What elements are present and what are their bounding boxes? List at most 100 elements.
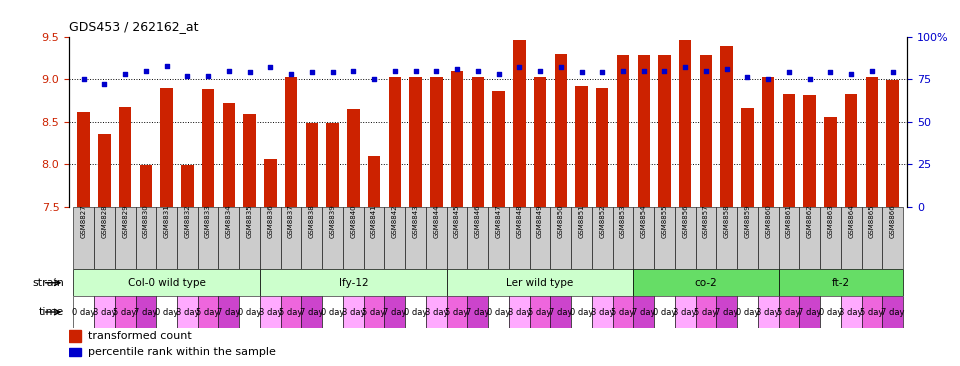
Point [533, 68, 548, 74]
Bar [323, 296, 343, 328]
Bar [451, 71, 464, 207]
Point [324, 70, 340, 75]
Text: GSM8862: GSM8862 [806, 204, 813, 238]
Bar [139, 165, 152, 207]
Text: 7 day: 7 day [798, 307, 822, 317]
Text: 7 day: 7 day [549, 307, 572, 317]
Bar [219, 207, 239, 269]
Point [719, 66, 734, 72]
Bar [550, 207, 571, 269]
Point [823, 70, 838, 75]
Point [885, 70, 900, 75]
Bar [326, 123, 339, 207]
Text: GSM8839: GSM8839 [329, 204, 336, 238]
Bar [721, 46, 732, 207]
Bar [301, 207, 323, 269]
Bar [384, 296, 405, 328]
Point [76, 76, 91, 82]
Bar [426, 207, 446, 269]
Point [97, 81, 112, 87]
Text: GSM8833: GSM8833 [205, 204, 211, 238]
Text: GSM8836: GSM8836 [267, 204, 274, 238]
Bar [616, 55, 629, 207]
Bar [716, 296, 737, 328]
Bar [530, 207, 550, 269]
Text: GSM8842: GSM8842 [392, 204, 397, 238]
Bar [156, 296, 177, 328]
Text: 7 day: 7 day [632, 307, 656, 317]
Text: lfy-12: lfy-12 [339, 278, 368, 288]
Point [201, 73, 216, 79]
Bar [223, 103, 235, 207]
Bar [654, 296, 675, 328]
Text: time: time [39, 307, 64, 317]
Text: 0 day: 0 day [238, 307, 261, 317]
Bar [804, 95, 816, 207]
Text: 0 day: 0 day [72, 307, 95, 317]
Text: GSM8832: GSM8832 [184, 204, 190, 238]
Text: 0 day: 0 day [487, 307, 510, 317]
Text: strain: strain [33, 278, 64, 288]
Text: Col-0 wild type: Col-0 wild type [128, 278, 205, 288]
Bar [468, 296, 488, 328]
Bar [534, 78, 546, 207]
Bar [305, 123, 318, 207]
Bar [800, 296, 820, 328]
Point [698, 68, 713, 74]
Bar [634, 269, 779, 296]
Text: GSM8830: GSM8830 [143, 204, 149, 238]
Bar [384, 207, 405, 269]
Bar [94, 296, 115, 328]
Bar [446, 296, 468, 328]
Text: GSM8865: GSM8865 [869, 204, 875, 238]
Bar [779, 207, 800, 269]
Text: 3 day: 3 day [424, 307, 448, 317]
Bar [571, 296, 592, 328]
Point [781, 70, 797, 75]
Text: 3 day: 3 day [839, 307, 863, 317]
Bar [779, 296, 800, 328]
Text: 5 day: 5 day [612, 307, 635, 317]
Text: GSM8861: GSM8861 [786, 204, 792, 238]
Bar [637, 55, 650, 207]
Point [844, 71, 859, 77]
Bar [696, 296, 716, 328]
Bar [596, 87, 609, 207]
Text: 0 day: 0 day [653, 307, 676, 317]
Bar [260, 296, 280, 328]
Text: 3 day: 3 day [756, 307, 780, 317]
Text: GSM8860: GSM8860 [765, 204, 771, 238]
Bar [73, 296, 94, 328]
Text: GSM8843: GSM8843 [413, 204, 419, 238]
Bar [820, 207, 841, 269]
Bar [98, 134, 110, 207]
Point [180, 73, 195, 79]
Bar [550, 296, 571, 328]
Bar [264, 159, 276, 207]
Bar [198, 296, 219, 328]
Text: 5 day: 5 day [528, 307, 552, 317]
Bar [343, 296, 364, 328]
Bar [73, 207, 94, 269]
Point [636, 68, 652, 74]
Bar [198, 207, 219, 269]
Text: GSM8866: GSM8866 [890, 204, 896, 238]
Text: 5 day: 5 day [694, 307, 718, 317]
Text: 7 day: 7 day [715, 307, 738, 317]
Text: GSM8848: GSM8848 [516, 204, 522, 238]
Bar [280, 296, 301, 328]
Point [263, 64, 278, 70]
Bar [779, 269, 903, 296]
Text: GSM8828: GSM8828 [102, 204, 108, 238]
Point [242, 70, 257, 75]
Bar [679, 40, 691, 207]
Text: GSM8859: GSM8859 [744, 204, 751, 238]
Point [678, 64, 693, 70]
Bar [509, 296, 530, 328]
Bar [239, 296, 260, 328]
Text: 5 day: 5 day [778, 307, 801, 317]
Point [304, 70, 320, 75]
Text: 3 day: 3 day [92, 307, 116, 317]
Text: 3 day: 3 day [674, 307, 697, 317]
Bar [571, 207, 592, 269]
